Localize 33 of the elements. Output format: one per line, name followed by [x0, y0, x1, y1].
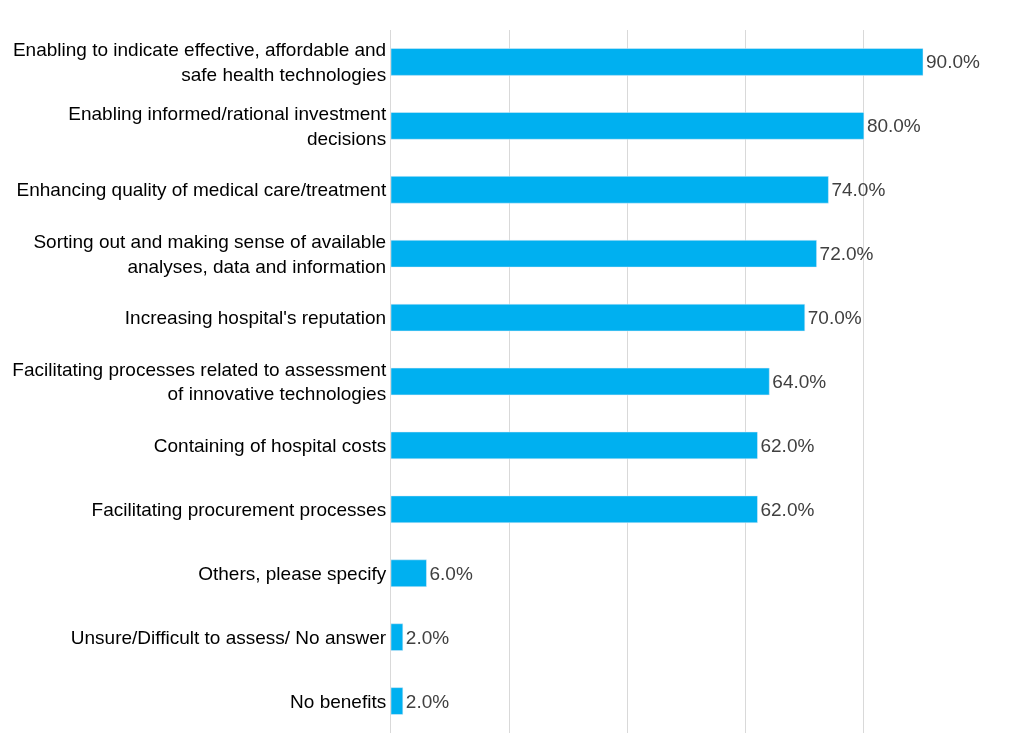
y-tick-label: Facilitating procurement processes	[91, 498, 387, 520]
y-tick-label: Containing of hospital costs	[153, 435, 387, 457]
bar	[391, 240, 817, 268]
bar	[391, 495, 758, 523]
data-label: 80.0%	[866, 115, 921, 137]
y-tick-label: Increasing hospital's reputation	[124, 307, 387, 329]
bar	[391, 431, 758, 460]
y-tick-label: Others, please specify	[198, 562, 387, 584]
bar	[391, 176, 829, 204]
y-tick-label: Enabling informed/rational investment decisions	[68, 103, 387, 149]
bar	[391, 623, 404, 651]
data-label: 70.0%	[807, 307, 862, 329]
y-tick-label: Enabling to indicate effective, affordable and safe health technologies	[12, 39, 387, 85]
bar	[391, 112, 865, 140]
bar	[391, 303, 806, 332]
y-tick-label: Unsure/Difficult to assess/ No answer	[70, 626, 387, 648]
data-label: 64.0%	[772, 371, 827, 392]
data-label: 90.0%	[926, 51, 980, 73]
data-label: 62.0%	[760, 434, 815, 456]
data-label: 74.0%	[831, 179, 886, 201]
bar	[391, 367, 770, 396]
y-tick-label: Enhancing quality of medical care/treatment	[16, 179, 387, 201]
bar	[391, 48, 924, 76]
y-tick-label: No benefits	[290, 690, 387, 712]
y-tick-label: Facilitating processes related to assessment of innovative technologies	[12, 358, 387, 405]
data-label: 72.0%	[819, 243, 874, 265]
data-label: 2.0%	[405, 626, 450, 648]
bar	[391, 687, 404, 715]
data-label: 62.0%	[760, 498, 815, 520]
data-label: 2.0%	[405, 690, 450, 712]
bar	[391, 559, 427, 587]
y-tick-label: Sorting out and making sense of available analyses, data and information	[33, 230, 387, 277]
data-label: 6.0%	[429, 562, 473, 584]
